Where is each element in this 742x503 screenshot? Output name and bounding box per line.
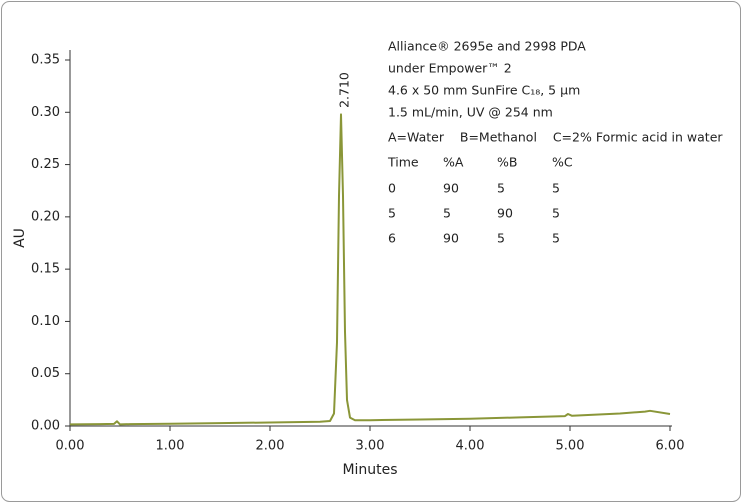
x-axis-label: Minutes <box>342 462 397 478</box>
table-cell: 5 <box>388 206 396 221</box>
table-cell: 90 <box>497 206 513 221</box>
peak-label: 2.710 <box>337 72 352 108</box>
y-tick-label: 0.25 <box>31 157 60 172</box>
y-tick-label: 0.35 <box>31 53 60 68</box>
table-cell: 5 <box>552 181 560 196</box>
table-cell: 0 <box>388 181 396 196</box>
table-cell: 5 <box>552 231 560 246</box>
y-tick-label: 0.10 <box>31 314 60 329</box>
table-cell: 5 <box>552 206 560 221</box>
annotation: 4.6 x 50 mm SunFire C₁₈, 5 µm <box>388 83 580 98</box>
x-tick-label: 5.00 <box>556 439 585 454</box>
y-tick-label: 0.30 <box>31 105 60 120</box>
x-tick-label: 0.00 <box>56 439 85 454</box>
y-tick-label: 0.15 <box>31 262 60 277</box>
table-header: %B <box>497 155 517 170</box>
annotation: under Empower™ 2 <box>388 61 512 76</box>
table-cell: 5 <box>497 231 505 246</box>
table-header: %C <box>552 155 573 170</box>
chromatogram-line <box>69 113 671 426</box>
table-cell: 90 <box>443 231 459 246</box>
x-tick-label: 1.00 <box>156 439 185 454</box>
table-header: Time <box>387 155 419 170</box>
table-cell: 5 <box>443 206 451 221</box>
x-tick-label: 4.00 <box>456 439 485 454</box>
y-tick-label: 0.00 <box>31 419 60 434</box>
y-axis-label: AU <box>12 228 28 248</box>
x-tick-label: 2.00 <box>256 439 285 454</box>
table-header: %A <box>443 155 464 170</box>
y-tick-label: 0.05 <box>31 366 60 381</box>
table-cell: 90 <box>443 181 459 196</box>
x-tick-label: 6.00 <box>656 439 685 454</box>
x-tick-label: 3.00 <box>356 439 385 454</box>
y-tick-label: 0.20 <box>31 209 60 224</box>
table-cell: 6 <box>388 231 396 246</box>
annotation: 1.5 mL/min, UV @ 254 nm <box>388 105 553 120</box>
table-cell: 5 <box>497 181 505 196</box>
annotation: Alliance® 2695e and 2998 PDA <box>388 39 586 54</box>
annotation: A=Water B=Methanol C=2% Formic acid in w… <box>388 130 723 145</box>
